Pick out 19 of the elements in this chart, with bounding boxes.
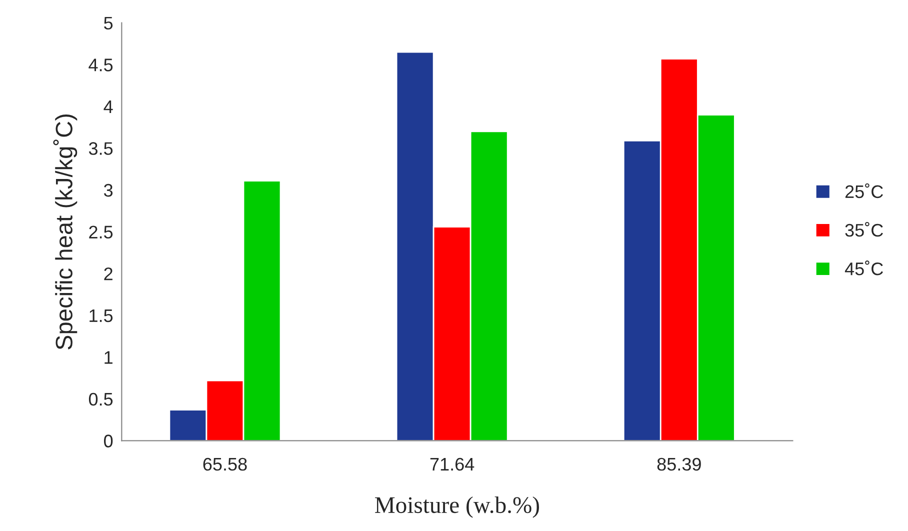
y-tick-label: 1.5	[90, 309, 113, 322]
y-tick-label: 2.5	[89, 226, 113, 238]
y-tick-label: 2	[104, 268, 112, 280]
y-tick-label: 4	[104, 100, 113, 113]
y-tick-label: 3.5	[88, 142, 113, 155]
y-tick-label: 1	[104, 351, 112, 364]
x-tick-label: 85.39	[657, 458, 701, 471]
y-tick-label: 4.5	[88, 58, 113, 72]
y-tick-label: 0	[104, 434, 113, 448]
y-tick-label: 3	[104, 184, 113, 197]
legend-label: 35˚C	[845, 222, 883, 237]
x-tick-label: 71.64	[430, 458, 474, 471]
y-axis-title: Specific heat (kJ/kg˚C)	[53, 114, 78, 350]
x-tick-label: 65.58	[203, 458, 247, 471]
x-axis-title: Moisture (w.b.%)	[375, 496, 539, 518]
y-tick-label: 5	[104, 16, 113, 30]
legend-label: 25˚C	[845, 183, 883, 198]
legend-label: 45˚C	[844, 260, 883, 276]
y-tick-label: 0.5	[88, 392, 113, 406]
